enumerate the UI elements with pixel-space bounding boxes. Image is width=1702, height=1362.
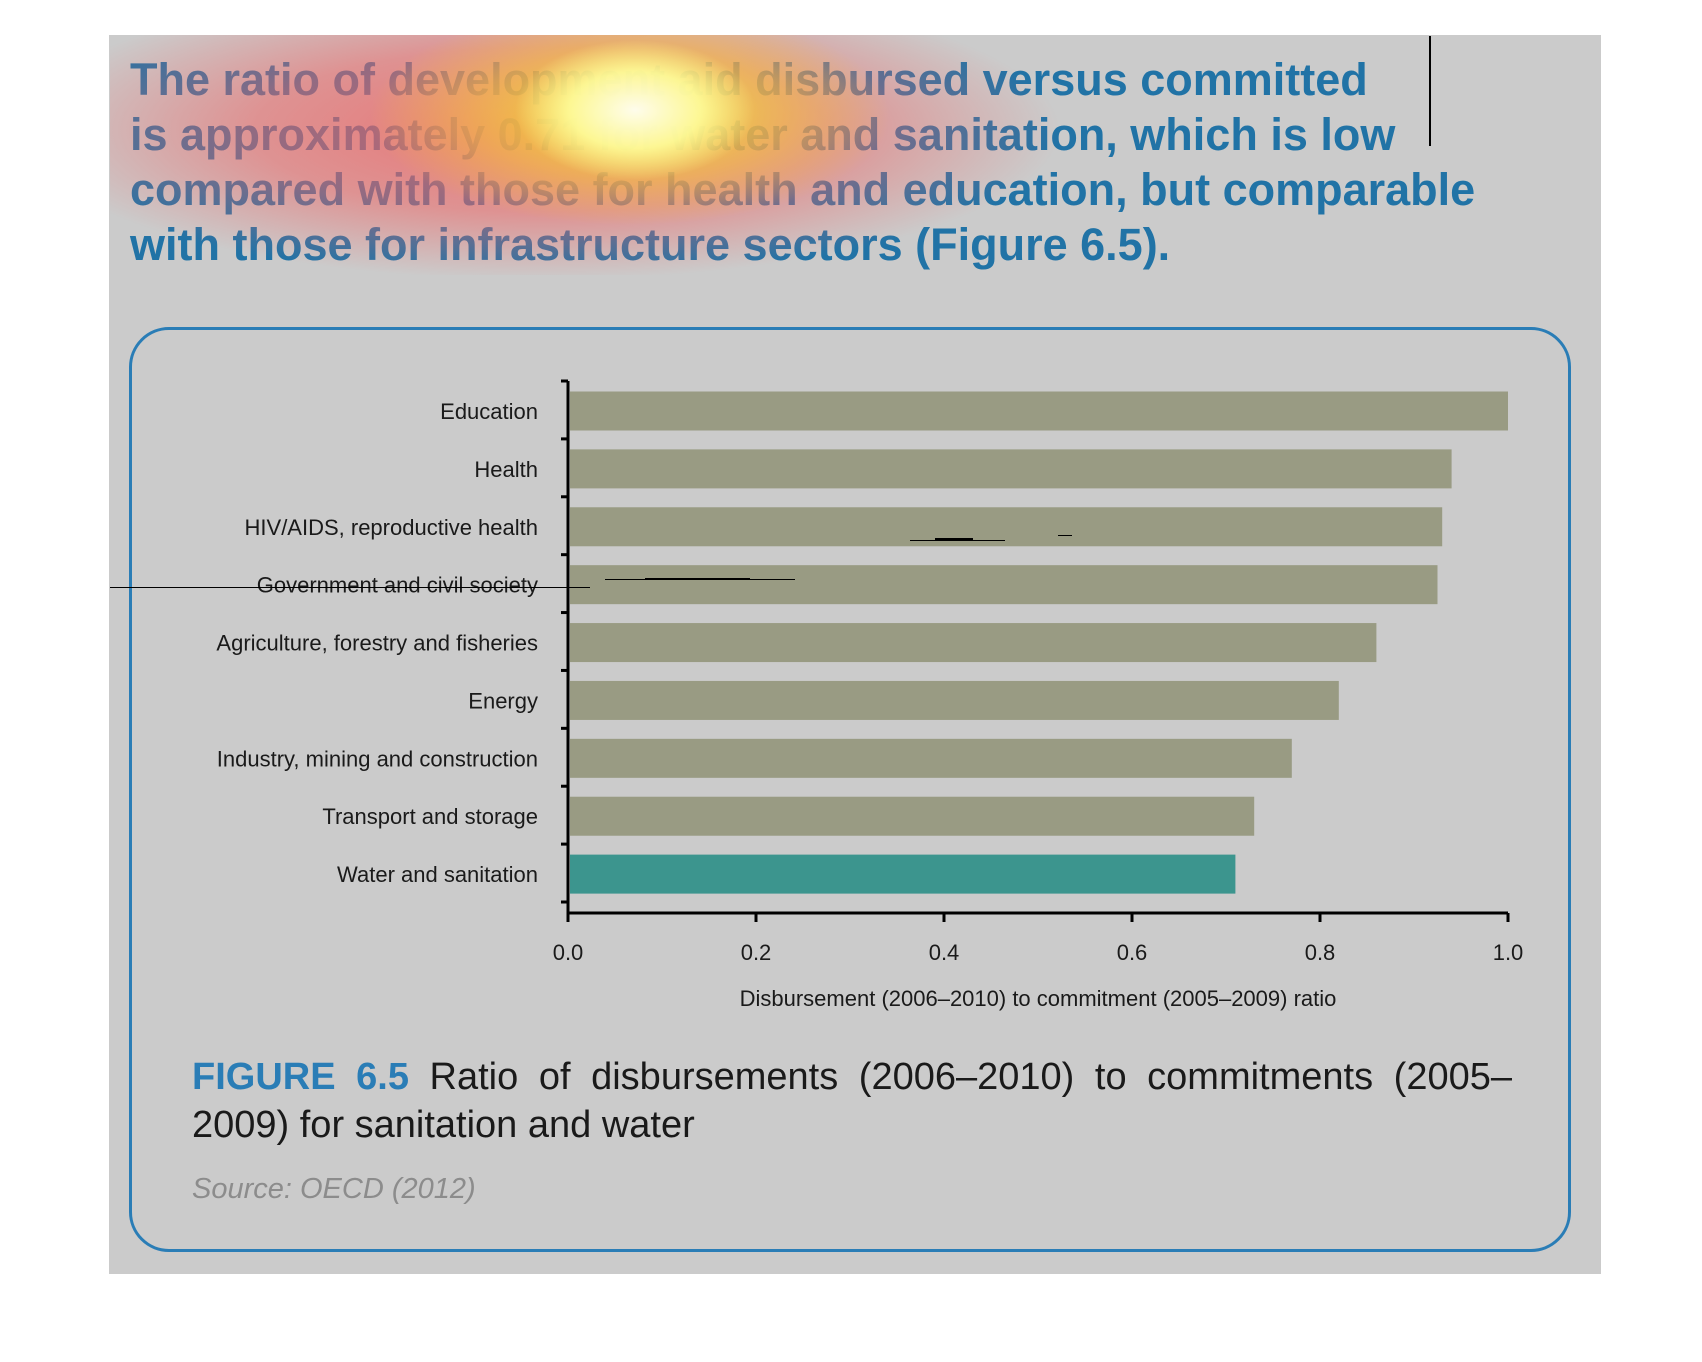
- x-tick-label: 0.2: [741, 940, 772, 965]
- category-label: Health: [474, 457, 538, 482]
- category-label: Transport and storage: [322, 804, 538, 829]
- category-label: Energy: [468, 688, 538, 713]
- bar: [570, 854, 1236, 894]
- text-cursor: [1429, 36, 1431, 146]
- category-label: Industry, mining and construction: [217, 746, 538, 771]
- category-label: Education: [440, 399, 538, 424]
- stray-line: [645, 578, 750, 580]
- bar: [570, 391, 1508, 431]
- bar: [570, 796, 1255, 836]
- bar: [570, 738, 1292, 778]
- bar: [570, 623, 1377, 663]
- category-label: Agriculture, forestry and fisheries: [216, 631, 538, 656]
- x-tick-label: 0.6: [1117, 940, 1148, 965]
- stray-line: [910, 540, 1005, 541]
- figure-caption: FIGURE 6.5 Ratio of disbursements (2006–…: [192, 1053, 1512, 1149]
- source-note: Source: OECD (2012): [192, 1173, 476, 1205]
- x-tick-label: 0.4: [929, 940, 960, 965]
- stray-line: [935, 538, 973, 540]
- category-label: Water and sanitation: [337, 862, 538, 887]
- x-tick-label: 0.8: [1305, 940, 1336, 965]
- figure-label: FIGURE 6.5: [192, 1056, 409, 1098]
- category-label: HIV/AIDS, reproductive health: [245, 515, 538, 540]
- stray-line: [110, 587, 590, 588]
- category-label: Government and civil society: [257, 573, 538, 598]
- x-tick-label: 1.0: [1493, 940, 1524, 965]
- stray-line: [1058, 535, 1072, 536]
- caption-text: Ratio of disbursements (2006–2010) to co…: [192, 1056, 1512, 1146]
- x-tick-label: 0.0: [553, 940, 584, 965]
- figure-card: [129, 327, 1571, 1252]
- bar: [570, 507, 1443, 547]
- bar: [570, 680, 1339, 720]
- x-axis-label: Disbursement (2006–2010) to commitment (…: [740, 986, 1337, 1011]
- bar: [570, 449, 1452, 489]
- bar: [570, 565, 1438, 605]
